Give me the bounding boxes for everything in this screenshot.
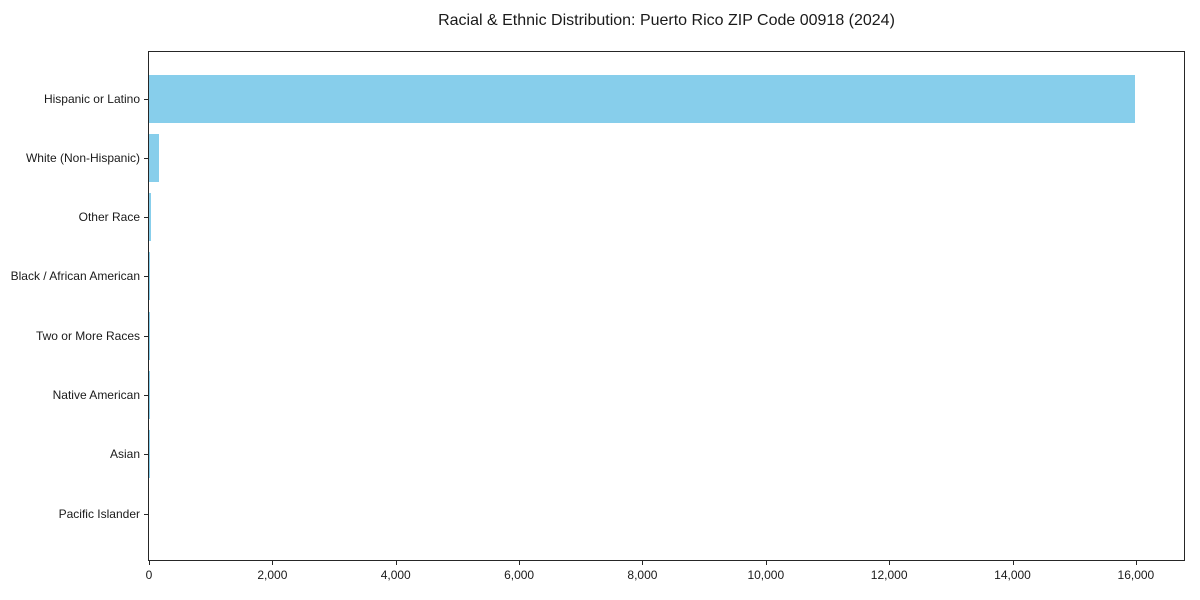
bar-other-race [149,193,151,242]
y-tick-label-two-or-more-races: Two or More Races [35,328,140,343]
bar-hispanic-or-latino [149,74,1135,123]
x-tick-mark [765,561,767,565]
x-tick-mark [889,561,891,565]
x-tick-label-16000: 16,000 [1117,568,1155,582]
x-tick-mark [149,561,150,565]
x-tick-label-8000: 8,000 [627,568,658,582]
x-tick-mark [642,561,644,565]
x-tick-label-12000: 12,000 [870,568,908,582]
y-tick-mark [144,335,148,337]
y-tick-label-pacific-islander: Pacific Islander [58,506,140,521]
y-tick-mark [144,157,148,159]
x-tick-mark [1135,561,1137,565]
y-tick-label-black-african-american: Black / African American [10,269,140,284]
y-tick-mark [144,394,148,396]
x-tick-label-14000: 14,000 [994,568,1031,582]
plot-area [148,51,1185,561]
x-tick-label-4000: 4,000 [380,568,411,582]
y-tick-mark [144,98,148,100]
y-tick-mark [144,217,148,219]
y-tick-label-white-non-hispanic: White (Non-Hispanic) [25,150,140,165]
x-tick-label-10000: 10,000 [747,568,785,582]
y-tick-label-other-race: Other Race [78,210,140,225]
y-tick-mark [144,513,148,515]
y-tick-label-native-american: Native American [52,387,140,402]
x-tick-mark [1012,561,1014,565]
y-tick-mark [144,454,148,456]
y-tick-label-hispanic-or-latino: Hispanic or Latino [43,91,140,106]
x-tick-mark [395,561,397,565]
y-tick-label-asian: Asian [109,447,140,462]
bar-black-african-american [149,252,150,301]
chart-title: Racial & Ethnic Distribution: Puerto Ric… [438,12,895,29]
y-tick-mark [144,276,148,278]
x-tick-mark [272,561,274,565]
x-tick-label-2000: 2,000 [257,568,288,582]
x-tick-mark [519,561,521,565]
x-tick-label-6000: 6,000 [504,568,535,582]
x-tick-label-0: 0 [145,568,153,582]
bar-white-non-hispanic [149,133,159,182]
